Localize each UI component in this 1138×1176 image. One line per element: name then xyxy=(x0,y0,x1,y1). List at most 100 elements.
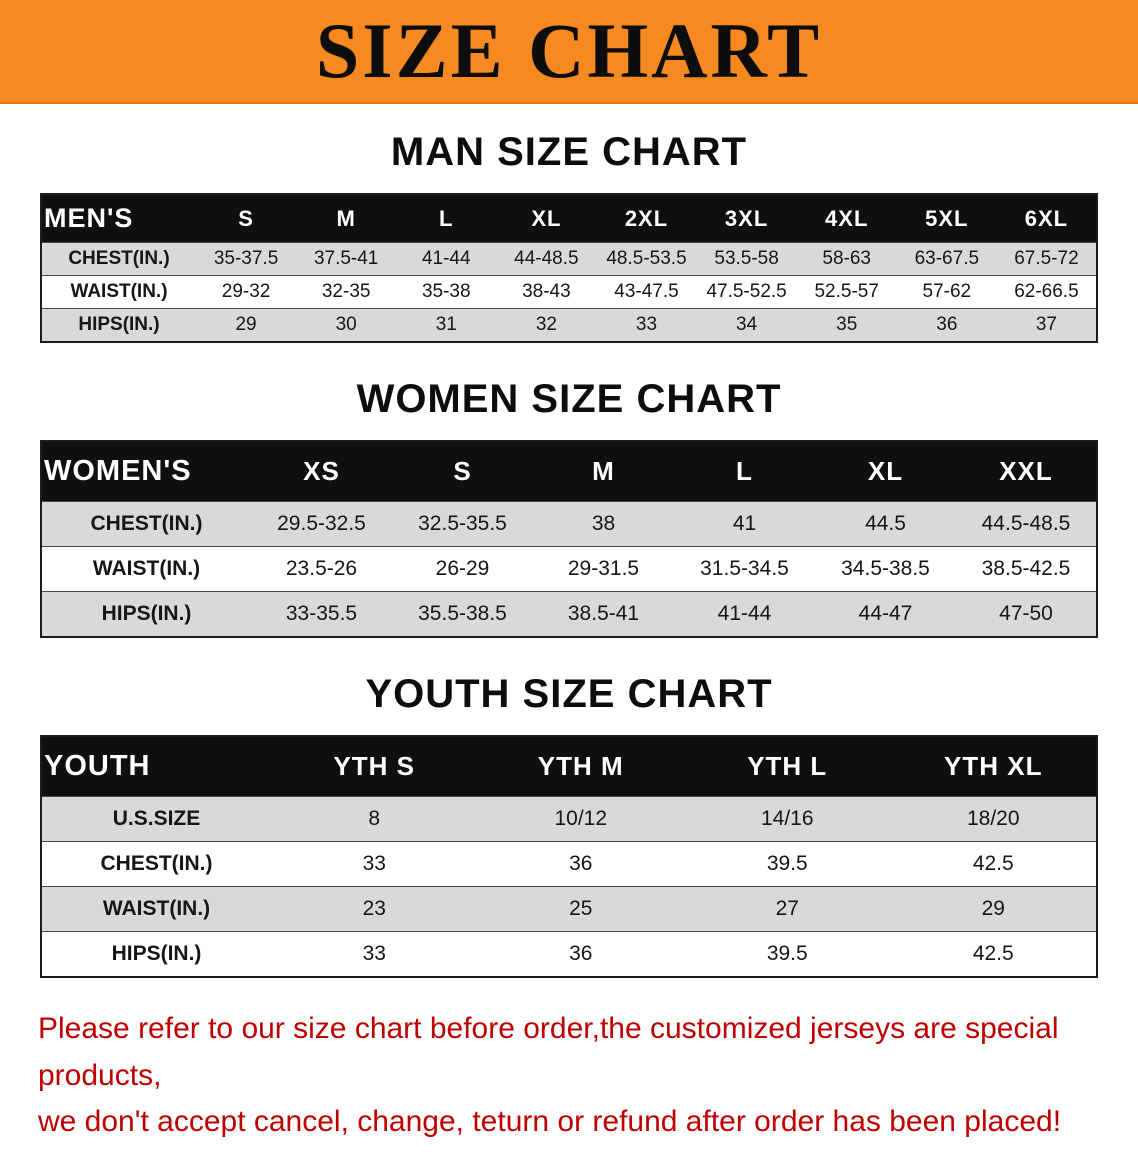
value-cell: 33 xyxy=(362,852,386,875)
size-chart-banner: SIZE CHART xyxy=(0,0,1138,104)
size-header-cell: M xyxy=(533,441,674,502)
size-header-cell: YTH M xyxy=(477,736,684,797)
value-cell: 47-50 xyxy=(999,602,1053,625)
value-cell: 41-44 xyxy=(717,602,772,625)
measurement-row: HIPS(IN.) 33 36 39.5 42.5 xyxy=(41,931,1097,977)
value-cell: 29-32 xyxy=(221,281,271,302)
value-cell: 38 xyxy=(591,512,616,535)
value-cell: 44-47 xyxy=(858,602,913,625)
value-cell: 10/12 xyxy=(554,807,608,830)
men-header-row: MEN'S S M L XL 2XL 3XL 4XL 5XL 6XL xyxy=(41,194,1097,243)
value-cell: 35-37.5 xyxy=(213,248,279,269)
value-cell: 48.5-53.5 xyxy=(606,248,687,269)
size-header-cell: 2XL xyxy=(596,194,697,243)
value-cell: 8 xyxy=(368,807,381,830)
row-label: WAIST(IN.) xyxy=(102,897,211,920)
value-cell: 29 xyxy=(981,897,1005,920)
value-cell: 39.5 xyxy=(766,942,808,965)
value-cell: 33 xyxy=(362,942,386,965)
disclaimer-line-2: we don't accept cancel, change, teturn o… xyxy=(38,1105,1062,1138)
youth-size-table: YOUTH YTH S YTH M YTH L YTH XL U.S.SIZE 8 10/12… xyxy=(40,735,1098,978)
value-cell: 63-67.5 xyxy=(914,248,980,269)
measurement-row: HIPS(IN.) 33-35.5 35.5-38.5 38.5-41 41-44 44-… xyxy=(41,591,1097,637)
row-label: HIPS(IN.) xyxy=(111,942,202,965)
value-cell: 31 xyxy=(435,314,457,335)
measurement-row: U.S.SIZE 8 10/12 14/16 18/20 xyxy=(41,796,1097,842)
row-label: WAIST(IN.) xyxy=(92,557,201,580)
size-header-cell: XXL xyxy=(956,441,1097,502)
value-cell: 44.5 xyxy=(865,512,906,535)
value-cell: 47.5-52.5 xyxy=(706,281,787,302)
size-header-cell: 5XL xyxy=(896,194,997,243)
value-cell: 32-35 xyxy=(321,281,371,302)
measurement-row: WAIST(IN.) 29-32 32-35 35-38 38-43 43-47.5 47.… xyxy=(41,275,1097,309)
value-cell: 62-66.5 xyxy=(1014,281,1079,302)
women-table-title: WOMEN'S xyxy=(41,441,251,502)
value-cell: 29 xyxy=(235,314,257,335)
page-title: SIZE CHART xyxy=(315,7,823,94)
row-label: CHEST(IN.) xyxy=(68,248,170,269)
value-cell: 36 xyxy=(569,852,593,875)
value-cell: 31.5-34.5 xyxy=(700,557,789,580)
women-section-heading: WOMEN SIZE CHART xyxy=(356,377,782,421)
value-cell: 29-31.5 xyxy=(567,557,640,580)
size-header-cell: S xyxy=(392,441,533,502)
size-header-cell: XL xyxy=(496,194,597,243)
row-label: HIPS(IN.) xyxy=(78,314,160,335)
value-cell: 38.5-41 xyxy=(567,602,640,625)
disclaimer-line-1: Please refer to our size chart before or… xyxy=(38,1012,1059,1092)
value-cell: 43-47.5 xyxy=(614,281,679,302)
value-cell: 26-29 xyxy=(435,557,490,580)
value-cell: 35 xyxy=(836,314,858,335)
value-cell: 33-35.5 xyxy=(285,602,358,625)
youth-size-section: YOUTH SIZE CHART YOUTH YTH S YTH M YTH L YTH … xyxy=(0,672,1138,978)
size-header-cell: 3XL xyxy=(696,194,797,243)
size-header-cell: YTH S xyxy=(271,736,478,797)
value-cell: 53.5-58 xyxy=(714,248,779,269)
men-size-table: MEN'S S M L XL 2XL 3XL 4XL 5XL 6XL CHEST(IN.) 35-37… xyxy=(40,193,1098,343)
row-label: HIPS(IN.) xyxy=(101,602,192,625)
value-cell: 67.5-72 xyxy=(1014,248,1079,269)
value-cell: 35-38 xyxy=(421,281,471,302)
measurement-row: WAIST(IN.) 23.5-26 26-29 29-31.5 31.5-34.5 34… xyxy=(41,546,1097,592)
value-cell: 35.5-38.5 xyxy=(418,602,507,625)
value-cell: 25 xyxy=(569,897,593,920)
size-header-cell: L xyxy=(396,194,497,243)
value-cell: 44.5-48.5 xyxy=(981,512,1071,535)
value-cell: 23.5-26 xyxy=(285,557,358,580)
size-chart-sections: MAN SIZE CHART MEN'S S M L XL 2XL 3XL 4XL 5XL 6XL C… xyxy=(0,130,1138,978)
value-cell: 44-48.5 xyxy=(514,248,579,269)
value-cell: 37.5-41 xyxy=(313,248,379,269)
measurement-row: CHEST(IN.) 33 36 39.5 42.5 xyxy=(41,841,1097,887)
value-cell: 36 xyxy=(569,942,593,965)
value-cell: 29.5-32.5 xyxy=(277,512,366,535)
value-cell: 42.5 xyxy=(972,942,1014,965)
size-header-cell: S xyxy=(196,194,297,243)
value-cell: 18/20 xyxy=(966,807,1020,830)
row-label: U.S.SIZE xyxy=(112,807,201,830)
size-header-cell: XS xyxy=(251,441,392,502)
value-cell: 41-44 xyxy=(421,248,471,269)
value-cell: 30 xyxy=(335,314,357,335)
value-cell: 41 xyxy=(732,512,757,535)
size-header-cell: 4XL xyxy=(796,194,897,243)
men-section-heading: MAN SIZE CHART xyxy=(390,130,748,174)
size-header-cell: XL xyxy=(815,441,956,502)
women-size-section: WOMEN SIZE CHART WOMEN'S XS S M L XL XXL CHEST(I… xyxy=(0,377,1138,638)
row-label: CHEST(IN.) xyxy=(90,512,203,535)
row-label: CHEST(IN.) xyxy=(100,852,213,875)
row-label: WAIST(IN.) xyxy=(70,281,168,302)
youth-header-row: YOUTH YTH S YTH M YTH L YTH XL xyxy=(41,736,1097,797)
measurement-row: CHEST(IN.) 35-37.5 37.5-41 41-44 44-48.5 48.5… xyxy=(41,242,1097,276)
value-cell: 38-43 xyxy=(522,281,571,302)
value-cell: 27 xyxy=(775,897,799,920)
women-header-row: WOMEN'S XS S M L XL XXL xyxy=(41,441,1097,502)
size-header-cell: 6XL xyxy=(996,194,1097,243)
women-size-table: WOMEN'S XS S M L XL XXL CHEST(IN.) 29.5-32.5 32.5… xyxy=(40,440,1098,638)
value-cell: 23 xyxy=(362,897,386,920)
value-cell: 39.5 xyxy=(766,852,808,875)
men-table-title: MEN'S xyxy=(41,194,196,243)
value-cell: 42.5 xyxy=(972,852,1014,875)
value-cell: 57-62 xyxy=(922,281,972,302)
value-cell: 37 xyxy=(1035,314,1057,335)
